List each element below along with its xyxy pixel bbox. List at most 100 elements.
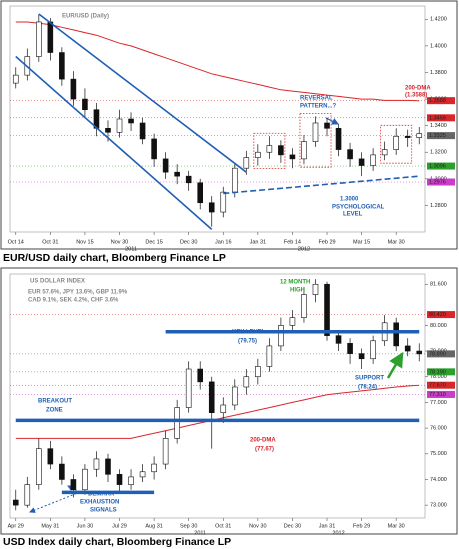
candle-body	[59, 463, 65, 480]
candle-body	[220, 404, 227, 413]
annotation: EXHAUSTION	[80, 500, 119, 506]
x-tick-label: May 31	[41, 523, 59, 529]
candle-body	[174, 407, 180, 439]
candle-body	[278, 325, 284, 347]
candle-body	[358, 158, 365, 166]
plot-area	[9, 273, 426, 519]
candle-body	[139, 122, 146, 140]
x-tick-label: Feb 29	[318, 239, 335, 245]
price-tag-label: 1.3096	[429, 164, 446, 170]
candle-body	[312, 283, 319, 295]
candle-body	[82, 468, 88, 491]
candle-body	[312, 122, 319, 142]
annotation: SUPPORT	[355, 376, 384, 382]
candle-body	[151, 463, 157, 473]
candle-body	[289, 317, 296, 326]
annotation: 200-DMA	[405, 86, 431, 92]
y-tick-label: 1.3800	[430, 70, 447, 76]
x-tick-label: Feb 29	[353, 523, 370, 529]
price-tag	[427, 162, 455, 170]
candle-body	[416, 133, 423, 138]
x-tick-label: Jul 29	[112, 523, 127, 529]
trend-line	[223, 175, 420, 195]
candle-body	[162, 158, 169, 173]
candle-body	[151, 138, 157, 160]
candle-body	[70, 78, 77, 100]
y-tick-label: 80.000	[430, 323, 447, 329]
candle-body	[393, 322, 399, 347]
candle-body	[370, 154, 376, 166]
annotation: SIGNALS	[90, 508, 117, 514]
candle-body	[185, 368, 192, 408]
candle-body	[301, 294, 307, 318]
annotation: (78.24)	[358, 385, 377, 391]
x-tick-label: Jan 31	[250, 239, 267, 245]
price-tag	[427, 350, 455, 358]
price-tag-label: 1.3325	[429, 133, 446, 139]
chart-title: EUR/USD (Daily)	[62, 14, 109, 20]
x-tick-label: Dec 15	[145, 239, 162, 245]
year-label: 2012	[298, 246, 310, 252]
candle-body	[243, 157, 250, 169]
x-tick-label: Mar 30	[388, 523, 405, 529]
caption: EUR/USD daily chart, Bloomberg Finance L…	[3, 252, 226, 264]
x-tick-label: Oct 31	[215, 523, 231, 529]
annotation: (77.67)	[255, 447, 274, 453]
subtitle: EUR 57.6%, JPY 13.6%, GBP 11.9%	[28, 290, 128, 296]
annotation: LEVEL	[343, 212, 363, 218]
price-tag-label: 78.890	[429, 351, 446, 357]
x-tick-label: Mar 15	[353, 239, 370, 245]
price-tag	[427, 97, 455, 105]
price-tag-label: 80.420	[429, 312, 446, 318]
arrow	[325, 117, 340, 125]
candle-body	[70, 479, 77, 491]
y-tick-label: 76.000	[430, 426, 447, 432]
annotation: (1.3588)	[405, 93, 427, 99]
candle-body	[404, 135, 411, 138]
x-tick-label: Dec 30	[180, 239, 197, 245]
pattern-box	[380, 124, 413, 164]
y-tick-label: 74.000	[430, 477, 447, 483]
price-tag-label: 1.3459	[429, 115, 446, 121]
price-tag-label: 1.2976	[429, 179, 446, 185]
y-tick-label: 75.000	[430, 451, 447, 457]
price-tag-label: 77.670	[429, 383, 446, 389]
candle-body	[197, 182, 204, 204]
subtitle: CAD 9.1%, SEK 4.2%, CHF 3.6%	[28, 298, 119, 304]
annotation: BREAKOUT	[38, 399, 72, 405]
x-tick-label: Sep 30	[180, 523, 197, 529]
pattern-box	[299, 112, 332, 168]
x-tick-label: Nov 15	[76, 239, 93, 245]
candle-body	[231, 167, 238, 193]
x-tick-label: Oct 14	[8, 239, 24, 245]
annotation: (79.75)	[238, 339, 257, 345]
price-tag-label: 1.3588	[429, 98, 446, 104]
annotation: 1.3000	[340, 197, 359, 203]
trend-line	[15, 55, 213, 230]
candle-body	[116, 118, 123, 133]
candle-body	[255, 151, 261, 158]
candle-body	[12, 74, 19, 84]
y-tick-label: 1.4000	[430, 43, 447, 49]
candle-body	[47, 448, 54, 465]
candle-body	[278, 145, 284, 156]
candle-body	[162, 438, 169, 465]
x-tick-label: Mar 30	[388, 239, 405, 245]
candle-body	[347, 343, 353, 354]
candle-body	[36, 21, 42, 57]
caption: USD Index daily chart, Bloomberg Finance…	[3, 536, 231, 548]
annotation: KEY LEVEL	[232, 330, 266, 336]
candle-body	[324, 283, 330, 336]
candle-body	[324, 122, 330, 129]
x-tick-label: Nov 30	[111, 239, 128, 245]
candle-body	[208, 381, 215, 413]
candle-body	[301, 141, 307, 160]
y-tick-label: 81.600	[430, 282, 447, 288]
price-tag	[427, 381, 455, 389]
candle-body	[335, 128, 342, 150]
annotation: HIGH	[290, 288, 305, 294]
plot-area	[9, 5, 426, 233]
candle-body	[335, 335, 342, 344]
x-tick-label: Oct 31	[42, 239, 58, 245]
